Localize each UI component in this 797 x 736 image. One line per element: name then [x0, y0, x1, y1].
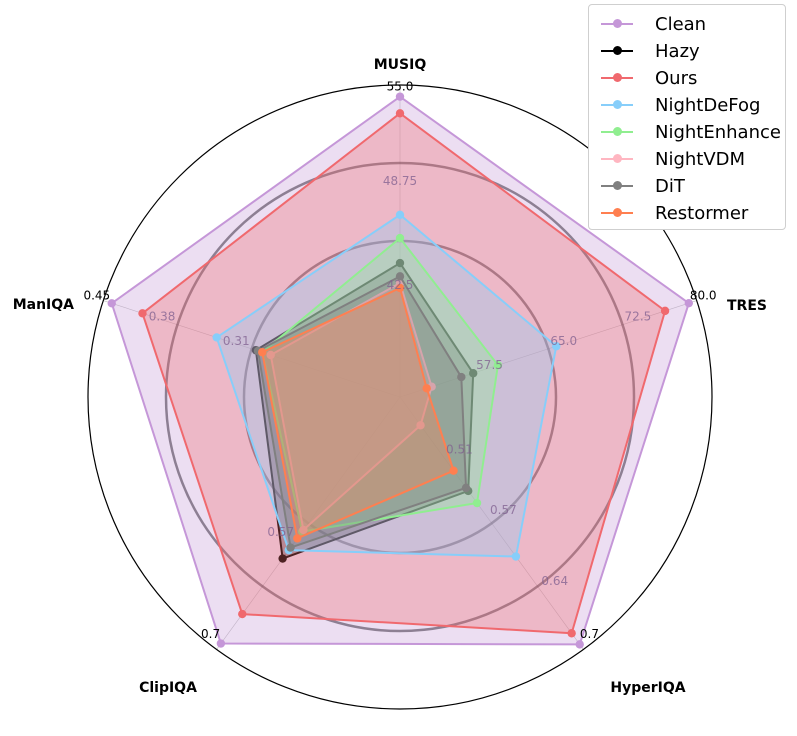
point-nightdefog-hyperiqa	[511, 552, 521, 561]
series-polygons	[107, 92, 694, 649]
legend-item-restormer: Restormer	[595, 200, 785, 226]
legend-label: Clean	[655, 13, 707, 35]
point-clean-musiq	[395, 92, 405, 101]
tick-label-clipiqa-0: 0.7	[201, 627, 220, 641]
legend-swatch	[595, 146, 639, 172]
point-dit-tres	[457, 372, 466, 382]
legend-swatch	[595, 11, 639, 37]
legend-item-ours: Ours	[595, 65, 785, 91]
point-ours-clipiqa	[238, 609, 247, 619]
tick-label-hyperiqa-1: 0.64	[541, 574, 568, 588]
legend-swatch	[595, 119, 639, 145]
point-nightdefog-tres	[552, 342, 561, 351]
point-ours-hyperiqa	[567, 629, 576, 638]
point-clean-tres	[684, 298, 694, 308]
point-ours-tres	[660, 306, 670, 316]
tick-label-musiq-2: 42.5	[387, 278, 414, 292]
axis-title-maniqa: ManIQA	[13, 297, 74, 313]
point-restormer-tres	[422, 384, 431, 393]
point-nightenhance-musiq	[395, 233, 405, 243]
point-restormer-musiq	[395, 283, 405, 293]
tick-label-hyperiqa-2: 0.57	[490, 503, 517, 517]
series-nightenhance	[258, 233, 503, 536]
legend-label: NightDeFog	[655, 94, 761, 116]
series-area-nightvdm	[269, 282, 433, 531]
tick-label-musiq-0: 55.0	[387, 79, 414, 93]
legend-item-nightdefog: NightDeFog	[595, 92, 785, 118]
legend-item-dit: DiT	[595, 173, 785, 199]
point-ours-maniqa	[138, 309, 147, 318]
tick-label-hyperiqa-3: 0.51	[446, 443, 473, 457]
tick-label-maniqa-1: 0.38	[149, 310, 176, 324]
tick-labels: 55.0 48.75 42.5 80.0 72.5 65.0 57.5 0.7 0.64 0.57…	[83, 79, 716, 640]
legend-swatch	[595, 200, 639, 226]
series-area-nightdefog	[215, 213, 558, 558]
legend-item-clean: Clean	[595, 11, 785, 37]
tick-label-maniqa-2: 0.31	[223, 334, 250, 348]
point-nightenhance-tres	[493, 360, 503, 370]
legend-label: NightEnhance	[655, 121, 781, 143]
point-nightvdm-hyperiqa	[416, 421, 425, 430]
point-nightenhance-hyperiqa	[472, 498, 482, 508]
point-restormer-maniqa	[258, 348, 267, 357]
point-nightvdm-maniqa	[266, 350, 275, 360]
legend-swatch	[595, 92, 639, 118]
legend-label: NightVDM	[655, 148, 746, 170]
series-area-nightenhance	[261, 237, 499, 533]
outer-ring	[87, 84, 713, 710]
spoke-tres	[399, 300, 697, 398]
point-nightvdm-clipiqa	[299, 525, 308, 535]
point-clean-hyperiqa	[575, 640, 584, 649]
point-nightdefog-musiq	[395, 210, 405, 219]
legend-label: Restormer	[655, 202, 749, 224]
axis-title-musiq: MUSIQ	[374, 57, 427, 73]
point-clean-clipiqa	[216, 639, 226, 648]
series-restormer	[258, 283, 458, 543]
point-dit-hyperiqa	[461, 483, 471, 493]
legend-swatch	[595, 65, 639, 91]
tick-label-tres-1: 72.5	[625, 310, 652, 324]
tick-label-tres-2: 65.0	[550, 334, 577, 348]
spoke-maniqa	[103, 300, 401, 398]
series-area-restormer	[261, 287, 455, 540]
axis-title-tres: TRES	[727, 298, 767, 314]
axis-title-clipiqa: ClipIQA	[139, 680, 197, 696]
spoke-clipiqa	[216, 396, 401, 650]
legend-swatch	[595, 173, 639, 199]
point-dit-clipiqa	[286, 543, 295, 552]
series-nightvdm	[266, 278, 436, 535]
axis-titles: MUSIQ TRES HyperIQA ClipIQA ManIQA	[13, 57, 767, 696]
point-hazy-musiq	[395, 258, 405, 268]
series-clean	[107, 92, 694, 649]
point-ours-musiq	[395, 109, 405, 118]
spoke-hyperiqa	[399, 396, 584, 650]
tick-label-hyperiqa-0: 0.7	[580, 627, 599, 641]
point-clean-maniqa	[107, 299, 116, 308]
point-hazy-tres	[468, 369, 478, 378]
legend-swatch	[595, 38, 639, 64]
legend-item-hazy: Hazy	[595, 38, 785, 64]
tick-label-maniqa-0: 0.45	[83, 288, 110, 302]
point-restormer-hyperiqa	[449, 466, 458, 475]
grid-ring-2	[164, 161, 636, 633]
tick-label-clipiqa-1: 0.57	[267, 525, 294, 539]
point-hazy-clipiqa	[278, 554, 287, 563]
legend-item-nightvdm: NightVDM	[595, 146, 785, 172]
legend-label: Ours	[655, 67, 698, 89]
series-area-clean	[110, 95, 690, 646]
legend: Clean Hazy Ours NightDeFog NightEnhance Night…	[588, 4, 786, 230]
legend-label: DiT	[655, 175, 685, 197]
tick-label-tres-0: 80.0	[690, 288, 717, 302]
tick-label-tres-3: 57.5	[476, 358, 503, 372]
axis-title-hyperiqa: HyperIQA	[610, 680, 685, 696]
point-nightdefog-maniqa	[212, 333, 221, 342]
legend-item-nightenhance: NightEnhance	[595, 119, 785, 145]
point-restormer-clipiqa	[293, 534, 302, 543]
tick-label-musiq-1: 48.75	[383, 174, 417, 188]
point-dit-musiq	[395, 272, 405, 281]
legend-label: Hazy	[655, 40, 700, 62]
